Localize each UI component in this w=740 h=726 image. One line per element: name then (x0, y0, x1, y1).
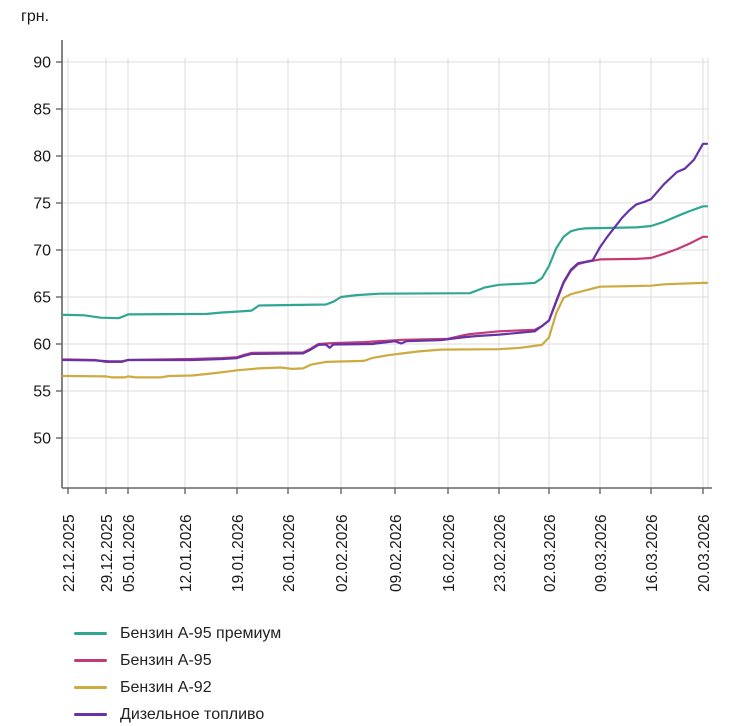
x-tick-label: 16.03.2026 (644, 514, 661, 592)
series-line-3 (61, 142, 709, 363)
y-axis-ticks: 50 55 60 65 70 75 80 85 90 (33, 55, 62, 448)
x-tick-label: 22.12.2025 (61, 514, 78, 592)
fuel-price-line-chart: 50 55 60 65 70 75 80 85 90 22.12.2025 29.12.2025 05… (33, 40, 713, 592)
x-tick-label: 02.02.2026 (334, 514, 351, 592)
series-line-2 (61, 281, 709, 379)
series-line-0 (61, 205, 709, 320)
x-tick-label: 05.01.2026 (121, 514, 138, 592)
legend-swatch-a92-icon (74, 686, 107, 689)
legend-item-a95: Бензин А-95 (74, 647, 281, 674)
y-tick-label: 90 (33, 55, 51, 72)
legend-swatch-a95-icon (74, 659, 107, 662)
legend-item-a92: Бензин А-92 (74, 674, 281, 701)
legend-label-a95-premium: Бензин А-95 премиум (120, 624, 282, 642)
y-axis-unit-label: грн. (21, 8, 50, 25)
legend-swatch-diesel-icon (74, 713, 107, 716)
legend-item-diesel: Дизельное топливо (74, 701, 281, 726)
chart-axes (61, 40, 712, 489)
y-tick-label: 65 (33, 290, 51, 307)
x-tick-label: 12.01.2026 (178, 514, 195, 592)
legend-label-diesel: Дизельное топливо (120, 705, 265, 723)
chart-legend: Бензин А-95 премиум Бензин А-95 Бензин А… (74, 620, 281, 726)
y-tick-label: 75 (33, 196, 51, 213)
chart-series (61, 142, 709, 379)
x-tick-label: 23.02.2026 (492, 514, 509, 592)
legend-label-a95: Бензин А-95 (120, 651, 212, 669)
x-tick-label: 02.03.2026 (542, 514, 559, 592)
x-tick-label: 09.03.2026 (593, 514, 610, 592)
x-tick-label: 09.02.2026 (388, 514, 405, 592)
y-tick-label: 60 (33, 337, 51, 354)
legend-item-a95-premium: Бензин А-95 премиум (74, 620, 281, 647)
x-tick-label: 16.02.2026 (441, 514, 458, 592)
x-tick-label: 19.01.2026 (230, 514, 247, 592)
y-tick-label: 80 (33, 149, 51, 166)
y-tick-label: 50 (33, 431, 51, 448)
chart-gridlines (62, 58, 708, 488)
legend-swatch-a95-premium-icon (74, 632, 107, 635)
legend-label-a92: Бензин А-92 (120, 678, 212, 696)
y-tick-label: 55 (33, 384, 51, 401)
x-tick-label: 20.03.2026 (696, 514, 713, 592)
x-tick-label: 29.12.2025 (99, 514, 116, 592)
x-tick-label: 26.01.2026 (281, 514, 298, 592)
y-tick-label: 70 (33, 243, 51, 260)
x-axis-ticks: 22.12.2025 29.12.2025 05.01.2026 12.01.2026… (61, 488, 713, 592)
y-tick-label: 85 (33, 102, 51, 119)
